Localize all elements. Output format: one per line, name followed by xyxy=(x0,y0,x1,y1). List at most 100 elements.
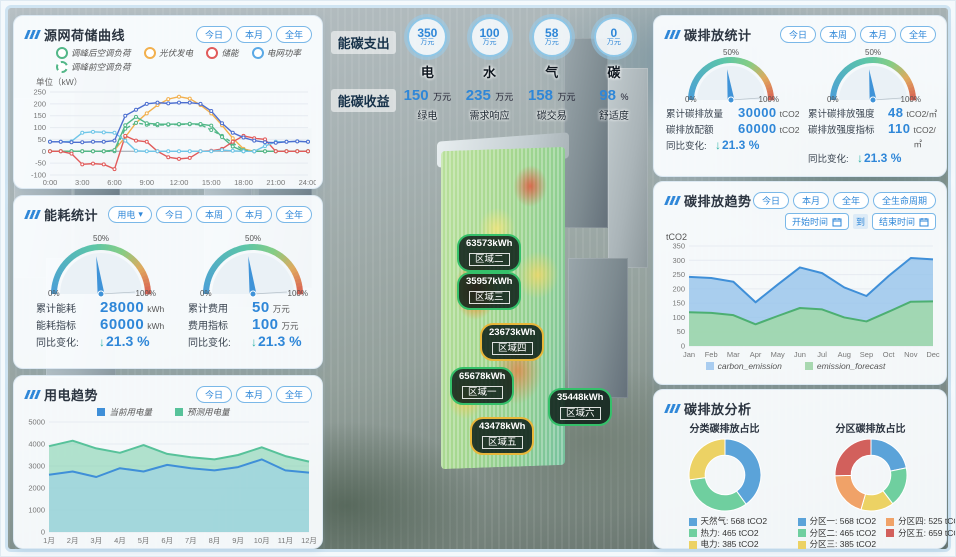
zone-label-5[interactable]: 43478kWh 区域五 xyxy=(470,417,535,455)
panel-title-icon xyxy=(24,30,41,39)
legend-item: 分区一: 568 tCO2 xyxy=(797,516,877,528)
carbon-intensity-gauge-block: 0% 50% 100% 累计碳排放强度 48 tCO2/㎡ 碳排放强度指标 110 tC… xyxy=(808,48,938,165)
legend-item: 光伏发电 xyxy=(143,47,193,59)
svg-text:12:00: 12:00 xyxy=(170,178,189,187)
power-trend-area-chart: 0 1000 2000 3000 4000 5000 1月 2月 3月 4月 5月 6月 7月 8月 9月 1… xyxy=(28,418,317,545)
svg-text:21:00: 21:00 xyxy=(266,178,285,187)
start-date-picker[interactable]: 开始时间 xyxy=(784,213,849,230)
filter-year-button[interactable]: 全年 xyxy=(275,386,312,403)
filter-year-button[interactable]: 全年 xyxy=(275,26,312,43)
kpi-income-green-power: 150 万元 绿电 xyxy=(396,87,458,122)
legend-label: 热力: 465 tCO2 xyxy=(700,527,759,538)
income-name: 碳交易 xyxy=(536,111,567,122)
legend-marker xyxy=(56,47,68,59)
legend-swatch xyxy=(886,517,895,526)
donut-zone-legend: 分区一: 568 tCO2 分区二: 465 tCO2 分区三: 385 tCO2 分… xyxy=(797,516,955,554)
svg-text:Feb: Feb xyxy=(705,350,718,359)
gauge-min-label: 0% xyxy=(827,95,839,104)
svg-text:Jan: Jan xyxy=(683,350,695,359)
filter-year-button[interactable]: 全年 xyxy=(899,26,936,43)
donut-zone-title: 分区碳排放占比 xyxy=(835,424,906,435)
kpi-overlay: 能碳支出 350 万元 电 100 万元 水 58 万元 xyxy=(331,17,645,122)
svg-text:200: 200 xyxy=(672,284,685,293)
svg-text:Mar: Mar xyxy=(727,350,740,359)
legend-item: 分区五: 659 tCO2 xyxy=(886,528,955,540)
svg-text:100: 100 xyxy=(33,123,46,132)
calendar-icon xyxy=(919,217,929,226)
legend-swatch xyxy=(797,529,806,538)
legend-item: 分区四: 525 tCO2 xyxy=(886,516,955,528)
zone-label-4[interactable]: 23673kWh 区域四 xyxy=(480,323,545,361)
calendar-icon xyxy=(832,217,842,226)
kpi-expense-carbon: 0 万元 碳 xyxy=(583,17,645,81)
legend-swatch xyxy=(705,362,714,370)
legend-swatch xyxy=(97,408,106,416)
filter-today-button[interactable]: 今日 xyxy=(752,192,789,209)
svg-text:4月: 4月 xyxy=(114,536,126,545)
legend-swatch xyxy=(797,540,806,549)
svg-text:2000: 2000 xyxy=(28,484,45,493)
gauge-mid-label: 50% xyxy=(722,48,740,57)
expense-badge: 100 万元 xyxy=(469,17,510,57)
expense-badge: 350 万元 xyxy=(407,17,448,57)
svg-text:Jun: Jun xyxy=(794,350,806,359)
filter-lifecycle-button[interactable]: 全生命周期 xyxy=(872,192,936,209)
svg-text:350: 350 xyxy=(672,242,685,251)
svg-text:15:00: 15:00 xyxy=(202,178,221,187)
legend-swatch xyxy=(886,529,895,538)
svg-text:12月: 12月 xyxy=(301,536,317,545)
income-value: 150 xyxy=(403,87,429,104)
gauge-min-label: 0% xyxy=(685,95,697,104)
legend-swatch xyxy=(688,517,697,526)
zone-label-2[interactable]: 63573kWh 区域二 xyxy=(457,234,522,272)
end-date-picker[interactable]: 结束时间 xyxy=(871,213,936,230)
filter-today-button[interactable]: 今日 xyxy=(195,26,232,43)
svg-text:300: 300 xyxy=(672,256,685,265)
filter-week-button[interactable]: 本周 xyxy=(195,206,232,223)
down-arrow-icon: ↓ xyxy=(99,335,105,349)
legend-marker xyxy=(56,61,68,73)
panel-title: 能耗统计 xyxy=(44,208,99,223)
filter-today-button[interactable]: 今日 xyxy=(195,386,232,403)
cost-gauge xyxy=(203,244,303,298)
svg-text:3000: 3000 xyxy=(28,462,45,471)
svg-text:Oct: Oct xyxy=(883,350,896,359)
energy-type-dropdown[interactable]: 用电 ▾ xyxy=(108,206,152,223)
zone-donut-chart xyxy=(833,438,907,512)
income-name: 需求响应 xyxy=(469,111,510,122)
filter-week-button[interactable]: 本周 xyxy=(819,26,856,43)
legend-marker xyxy=(251,47,264,59)
down-arrow-icon: ↓ xyxy=(251,335,257,349)
svg-text:2月: 2月 xyxy=(67,536,79,545)
filter-month-button[interactable]: 本月 xyxy=(235,386,272,403)
filter-year-button[interactable]: 全年 xyxy=(832,192,869,209)
filter-month-button[interactable]: 本月 xyxy=(792,192,829,209)
expense-name: 气 xyxy=(545,65,559,80)
expense-value: 100 xyxy=(479,25,500,40)
svg-text:6:00: 6:00 xyxy=(107,178,122,187)
panel-grid-storage-curve: 源网荷储曲线 今日 本月 全年 调峰后空调负荷 光伏发电 储能 电网功率 调峰前… xyxy=(13,15,323,189)
svg-text:0: 0 xyxy=(42,147,46,156)
donut-category-legend: 天然气: 568 tCO2 热力: 465 tCO2 电力: 385 tCO2 xyxy=(688,516,795,551)
axis-unit-label: 单位（kW） xyxy=(36,77,83,87)
gauge-max-label: 100% xyxy=(135,289,156,298)
zone-label-1[interactable]: 65678kWh 区域一 xyxy=(450,367,515,405)
legend-item: 电力: 385 tCO2 xyxy=(688,539,795,551)
zone-name: 区域五 xyxy=(481,436,523,449)
filter-month-button[interactable]: 本月 xyxy=(235,26,272,43)
legend-label: 分区一: 568 tCO2 xyxy=(809,516,877,526)
panel-title-icon xyxy=(664,30,681,39)
zone-label-3[interactable]: 35957kWh 区域三 xyxy=(457,272,522,310)
panel-title-icon xyxy=(664,196,681,205)
filter-today-button[interactable]: 今日 xyxy=(779,26,816,43)
filter-today-button[interactable]: 今日 xyxy=(155,206,192,223)
gauge-mid-label: 50% xyxy=(244,234,262,243)
zone-label-6[interactable]: 35448kWh 区域六 xyxy=(548,388,613,426)
kpi-income-comfort: 98 % 舒适度 xyxy=(583,87,645,122)
panel-energy-stats: 能耗统计 用电 ▾ 今日 本周 本月 全年 0% 50% 100% 累计能耗 280… xyxy=(13,195,323,369)
filter-year-button[interactable]: 全年 xyxy=(275,206,312,223)
filter-month-button[interactable]: 本月 xyxy=(235,206,272,223)
gauge-mid-label: 50% xyxy=(864,48,882,57)
svg-text:10月: 10月 xyxy=(254,536,270,545)
filter-month-button[interactable]: 本月 xyxy=(859,26,896,43)
